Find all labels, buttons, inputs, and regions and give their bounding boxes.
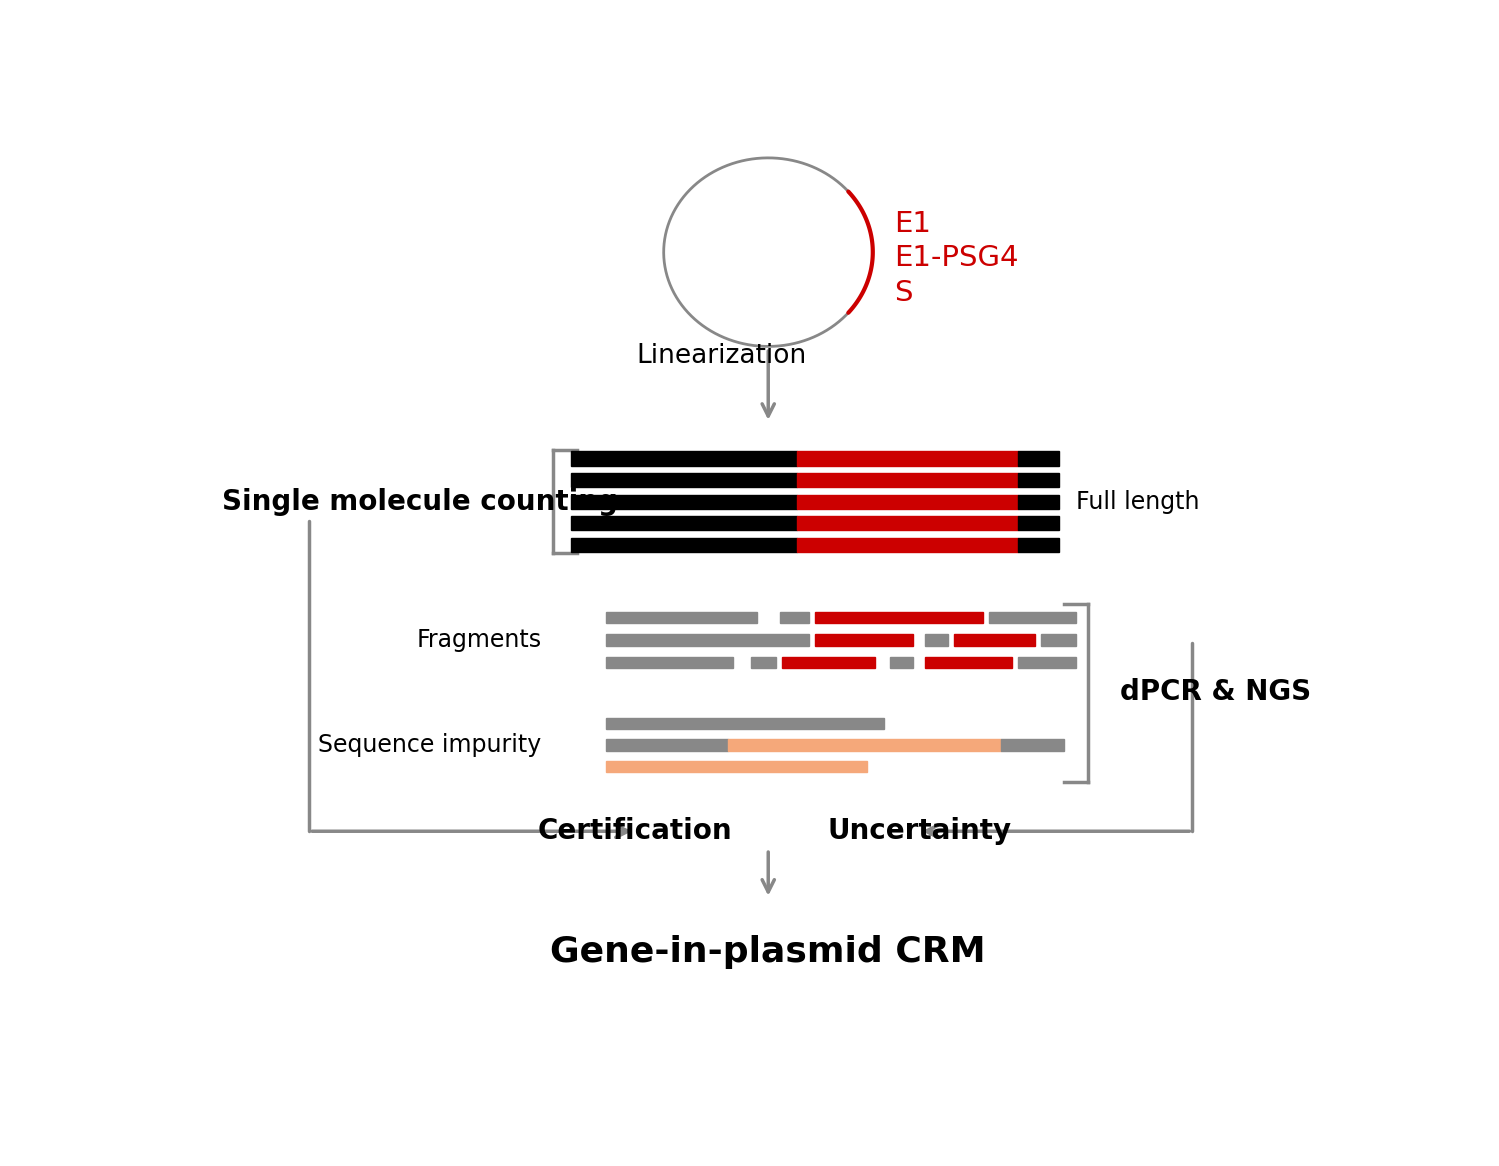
Bar — [925, 634, 949, 646]
Bar — [1018, 494, 1058, 508]
Bar — [1018, 538, 1058, 552]
Text: Uncertainty: Uncertainty — [827, 817, 1012, 845]
Bar — [727, 739, 1001, 751]
Bar — [989, 612, 1076, 624]
Bar — [797, 517, 1018, 531]
Text: Linearization: Linearization — [637, 343, 806, 368]
Bar — [571, 517, 797, 531]
Bar — [571, 451, 797, 466]
Bar — [797, 494, 1018, 508]
Bar — [797, 538, 1018, 552]
Bar — [779, 612, 809, 624]
Bar — [797, 473, 1018, 487]
Bar — [606, 656, 733, 668]
Bar — [606, 739, 727, 751]
Bar — [890, 656, 913, 668]
Bar — [606, 760, 866, 772]
Text: E1-PSG4: E1-PSG4 — [893, 245, 1018, 273]
Bar — [1042, 634, 1076, 646]
Text: Fragments: Fragments — [417, 628, 541, 652]
Text: Sequence impurity: Sequence impurity — [318, 733, 541, 757]
Bar — [571, 494, 797, 508]
Text: dPCR & NGS: dPCR & NGS — [1120, 679, 1312, 707]
Bar — [797, 451, 1018, 466]
Bar — [955, 634, 1036, 646]
Bar — [751, 656, 776, 668]
Bar — [1018, 656, 1076, 668]
Bar — [1018, 517, 1058, 531]
Bar — [1001, 739, 1064, 751]
Bar — [606, 717, 884, 730]
Bar — [782, 656, 875, 668]
Text: E1: E1 — [893, 210, 931, 238]
Text: Gene-in-plasmid CRM: Gene-in-plasmid CRM — [550, 935, 986, 969]
Bar — [815, 634, 913, 646]
Bar — [606, 634, 809, 646]
Bar — [925, 656, 1012, 668]
Text: Single molecule counting: Single molecule counting — [222, 487, 618, 515]
Bar — [815, 612, 983, 624]
Bar — [571, 473, 797, 487]
Bar — [571, 538, 797, 552]
Text: S: S — [893, 279, 913, 307]
Text: Certification: Certification — [537, 817, 732, 845]
Bar — [1018, 451, 1058, 466]
Bar — [1018, 473, 1058, 487]
Text: Full length: Full length — [1076, 490, 1199, 514]
Bar — [606, 612, 757, 624]
